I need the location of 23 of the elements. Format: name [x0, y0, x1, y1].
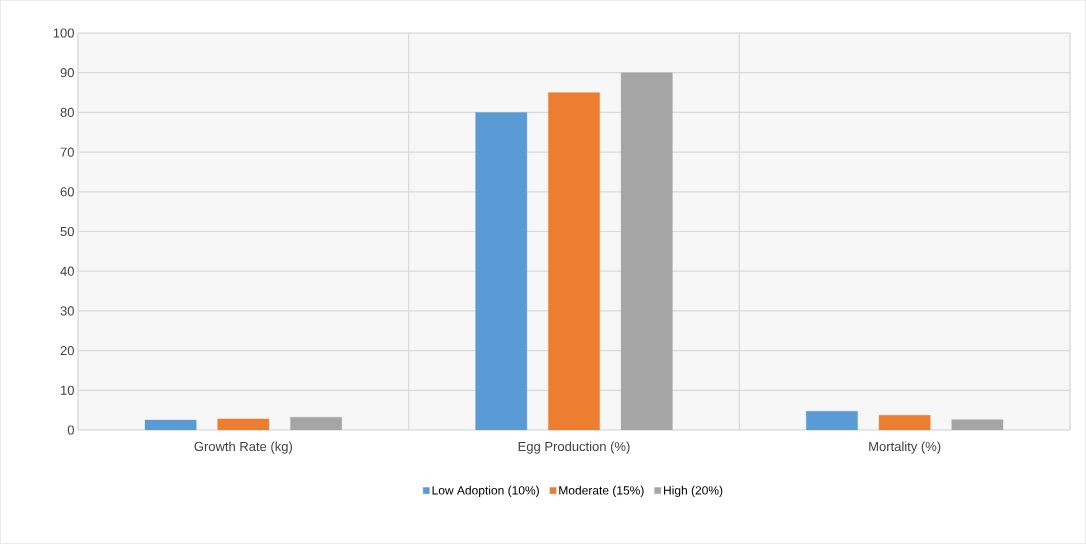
y-tick-label: 50 — [60, 226, 74, 237]
y-tick-label: 70 — [60, 147, 74, 157]
y-tick-label: 20 — [60, 345, 74, 356]
y-tick-label: 10 — [61, 385, 74, 395]
y-tick-label: 100 — [53, 28, 74, 38]
x-tick-label: Egg Production (%) — [518, 441, 630, 454]
y-tick-label: 60 — [60, 187, 74, 197]
y-tick-label: 90 — [60, 68, 74, 78]
y-tick-label: 30 — [60, 306, 74, 316]
y-tick-label: 0 — [67, 425, 74, 435]
bar — [951, 419, 1004, 430]
x-tick-label: Growth Rate (kg) — [194, 441, 293, 454]
y-tick-label: 80 — [60, 107, 74, 117]
x-tick-label: Mortality (%) — [869, 441, 941, 454]
legend-label: Moderate (15%) — [559, 485, 644, 497]
bar — [806, 411, 858, 430]
bar — [620, 72, 673, 430]
legend-label: High (20%) — [664, 485, 723, 497]
y-tick-label: 40 — [60, 266, 74, 276]
legend-label: Low Adoption (10%) — [432, 485, 539, 497]
bar — [475, 112, 528, 430]
bar — [290, 417, 342, 430]
bar — [144, 419, 197, 430]
